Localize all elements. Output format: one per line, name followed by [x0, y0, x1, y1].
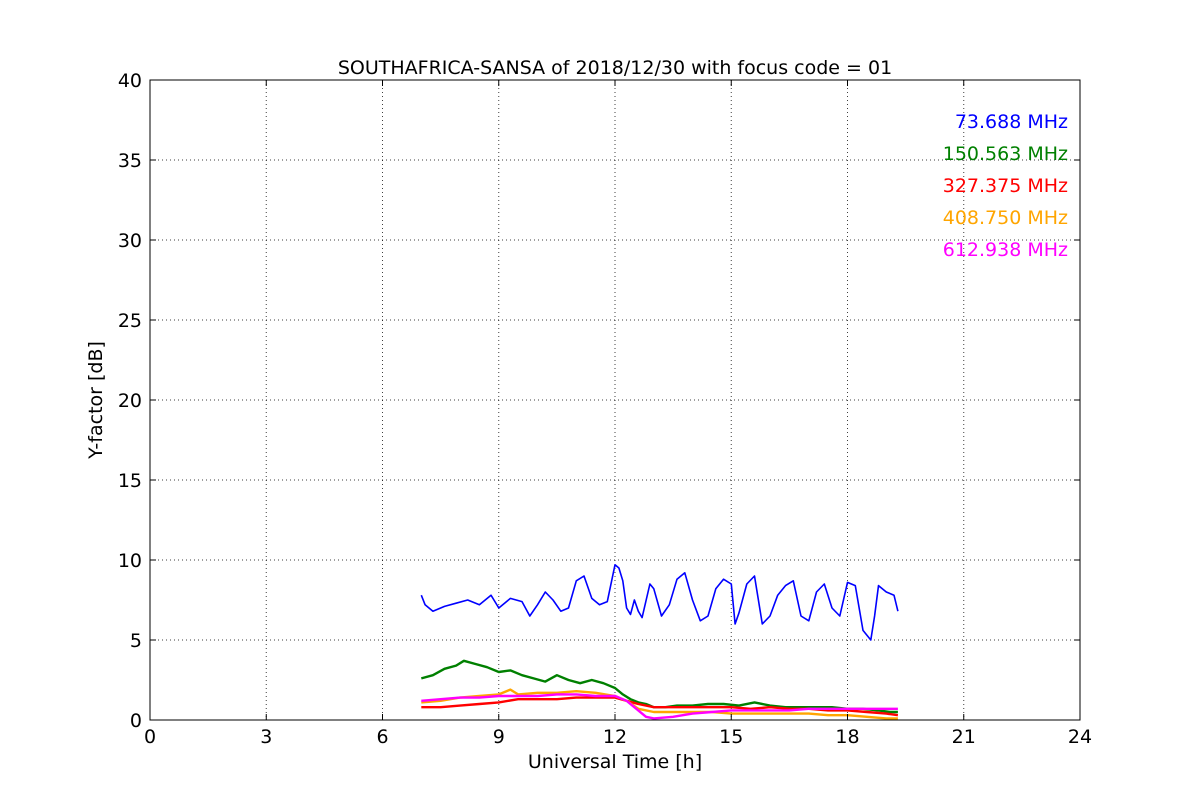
legend-entry-2: 327.375 MHz	[943, 175, 1068, 197]
y-tick-label: 25	[118, 310, 142, 332]
x-tick-label: 6	[376, 726, 388, 748]
y-tick-label: 30	[118, 230, 142, 252]
x-tick-label: 18	[835, 726, 859, 748]
x-tick-label: 15	[719, 726, 743, 748]
x-tick-label: 9	[493, 726, 505, 748]
x-tick-label: 12	[603, 726, 627, 748]
series-line-1	[420, 659, 898, 714]
legend-entry-0: 73.688 MHz	[955, 111, 1068, 133]
y-tick-label: 35	[118, 150, 142, 172]
y-tick-label: 40	[118, 70, 142, 92]
y-tick-label: 15	[118, 470, 142, 492]
y-tick-label: 10	[118, 550, 142, 572]
legend-entry-3: 408.750 MHz	[943, 207, 1068, 229]
x-tick-label: 21	[952, 726, 976, 748]
x-axis-label: Universal Time [h]	[528, 751, 702, 773]
series-line-0	[420, 563, 899, 641]
x-tick-label: 0	[144, 726, 156, 748]
series-line-4	[421, 693, 898, 720]
legend-entry-4: 612.938 MHz	[943, 239, 1068, 261]
legend-entry-1: 150.563 MHz	[943, 143, 1068, 165]
legend: 73.688 MHz 150.563 MHz 327.375 MHz 408.750 …	[943, 111, 1068, 261]
x-tick-label: 24	[1068, 726, 1092, 748]
tick-labels: 0 3 6 9 12 15 18 21 24 0 5 10 15 20 25 30 35 40	[118, 70, 1092, 748]
axis-ticks	[149, 79, 1081, 721]
chart-title: SOUTHAFRICA-SANSA of 2018/12/30 with foc…	[338, 57, 892, 79]
series-layer	[420, 563, 899, 720]
y-tick-label: 5	[130, 630, 142, 652]
y-axis-label: Y-factor [dB]	[85, 341, 107, 460]
y-tick-label: 0	[130, 710, 142, 732]
series-line-3	[421, 688, 898, 720]
x-tick-label: 3	[260, 726, 272, 748]
y-tick-label: 20	[118, 390, 142, 412]
